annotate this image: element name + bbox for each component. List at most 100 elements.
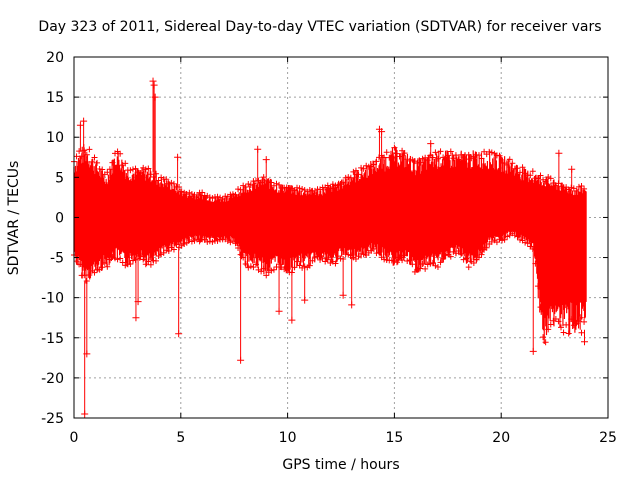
data-point xyxy=(209,195,216,202)
x-tick-label: 10 xyxy=(279,430,297,446)
data-point xyxy=(442,155,449,162)
data-point xyxy=(99,264,106,271)
data-point xyxy=(388,154,395,161)
data-point xyxy=(524,240,531,247)
data-point xyxy=(478,251,485,258)
data-point xyxy=(204,238,211,245)
data-point xyxy=(393,150,400,157)
data-point xyxy=(117,255,124,262)
data-point xyxy=(227,239,234,246)
outlier-point xyxy=(174,153,182,161)
data-point xyxy=(112,255,119,262)
data-point xyxy=(127,260,134,267)
data-point xyxy=(450,248,457,255)
outlier-point xyxy=(149,77,157,85)
outlier-point xyxy=(529,347,537,355)
data-point xyxy=(104,169,111,176)
outlier-point xyxy=(151,93,159,101)
data-point xyxy=(563,321,570,328)
data-point xyxy=(352,255,359,262)
data-point xyxy=(91,154,98,161)
data-point xyxy=(496,152,503,159)
data-point xyxy=(537,172,544,179)
data-point xyxy=(475,152,482,159)
data-point xyxy=(547,321,554,328)
data-point xyxy=(373,158,380,165)
data-point xyxy=(73,153,80,160)
data-point xyxy=(570,185,577,192)
data-point xyxy=(555,318,562,325)
data-point xyxy=(132,165,139,172)
data-point xyxy=(127,167,134,174)
data-point xyxy=(324,182,331,189)
data-point xyxy=(155,177,162,184)
data-point xyxy=(493,239,500,246)
data-point xyxy=(355,171,362,178)
data-point xyxy=(129,166,136,173)
data-point xyxy=(232,191,239,198)
data-point xyxy=(119,259,126,266)
data-point xyxy=(273,263,280,270)
outlier-points xyxy=(76,77,589,418)
outlier-point xyxy=(237,356,245,364)
data-point xyxy=(427,260,434,267)
data-point xyxy=(329,181,336,188)
data-point xyxy=(299,264,306,271)
data-point xyxy=(245,181,252,188)
data-point xyxy=(263,272,270,279)
data-point xyxy=(247,181,254,188)
data-point xyxy=(163,176,170,183)
x-tick-label: 20 xyxy=(492,430,510,446)
outlier-point xyxy=(348,301,356,309)
data-point xyxy=(432,262,439,269)
data-point xyxy=(199,189,206,196)
data-point xyxy=(122,160,129,167)
data-point xyxy=(424,157,431,164)
outlier-point xyxy=(80,117,88,125)
data-point xyxy=(106,256,113,263)
data-point xyxy=(360,165,367,172)
data-point xyxy=(399,257,406,264)
data-point xyxy=(463,255,470,262)
data-point xyxy=(296,185,303,192)
data-point xyxy=(217,194,224,201)
data-point xyxy=(342,174,349,181)
data-point xyxy=(514,233,521,240)
data-point xyxy=(214,237,221,244)
data-point xyxy=(478,155,485,162)
data-point xyxy=(516,236,523,243)
data-point xyxy=(188,238,195,245)
data-point xyxy=(452,152,459,159)
data-point xyxy=(409,261,416,268)
data-point xyxy=(511,232,518,239)
y-tick-label: -25 xyxy=(41,411,64,427)
data-point xyxy=(437,259,444,266)
outlier-point xyxy=(132,314,140,322)
data-point xyxy=(268,267,275,274)
data-point xyxy=(258,268,265,275)
data-point xyxy=(299,185,306,192)
data-point xyxy=(204,192,211,199)
data-point xyxy=(260,174,267,181)
data-point xyxy=(540,334,547,341)
axis-ticks: -25 -20 -15 -10 -5 0 5 10 15 20 0 5 10 15 20 25 xyxy=(41,50,617,446)
outlier-point xyxy=(339,291,347,299)
data-point xyxy=(434,264,441,271)
data-point xyxy=(340,179,347,186)
data-point xyxy=(255,266,262,273)
data-point xyxy=(509,160,516,167)
data-point xyxy=(135,250,142,257)
data-point xyxy=(283,264,290,271)
data-point xyxy=(188,190,195,197)
data-point xyxy=(475,254,482,261)
data-point xyxy=(542,178,549,185)
data-point xyxy=(560,329,567,336)
data-point xyxy=(145,258,152,265)
data-point xyxy=(542,339,549,346)
data-point xyxy=(293,258,300,265)
chart-title: Day 323 of 2011, Sidereal Day-to-day VTE… xyxy=(38,19,602,35)
data-point xyxy=(573,187,580,194)
data-point xyxy=(214,193,221,200)
data-point xyxy=(242,260,249,267)
